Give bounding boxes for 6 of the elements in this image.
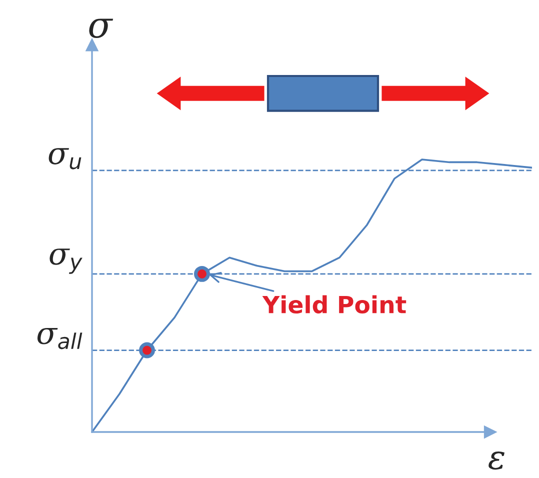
ref-line-label: σ$_{all}$ bbox=[37, 328, 82, 350]
x-axis-title: ε bbox=[488, 451, 504, 470]
y-axis-title: σ bbox=[89, 18, 114, 38]
ref-line-label: σ$_{y}$ bbox=[50, 248, 82, 274]
annotation: Yield Point bbox=[262, 295, 406, 314]
ref-line-label: σ$_{u}$ bbox=[48, 148, 82, 170]
